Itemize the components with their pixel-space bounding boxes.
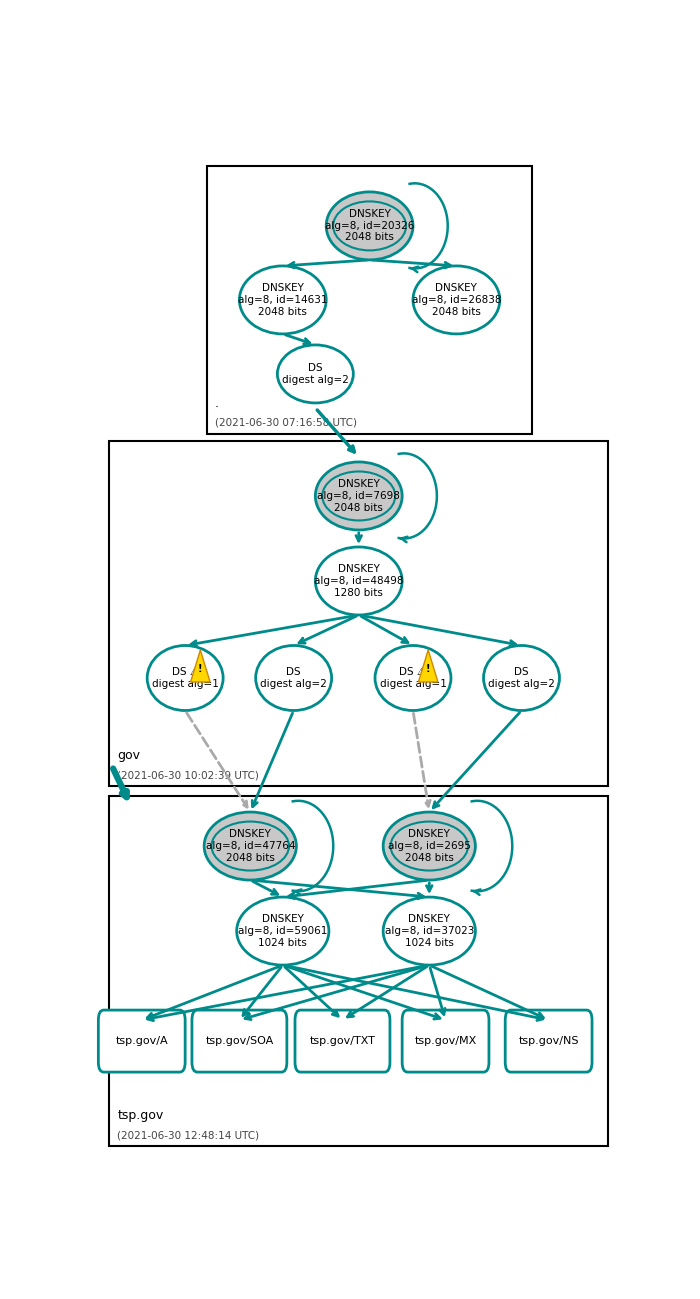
- FancyBboxPatch shape: [207, 166, 532, 434]
- Text: DNSKEY
alg=8, id=2695
2048 bits: DNSKEY alg=8, id=2695 2048 bits: [388, 830, 470, 863]
- Ellipse shape: [315, 547, 402, 614]
- Text: DNSKEY
alg=8, id=26838
2048 bits: DNSKEY alg=8, id=26838 2048 bits: [412, 283, 501, 317]
- FancyBboxPatch shape: [109, 440, 608, 786]
- Text: tsp.gov/NS: tsp.gov/NS: [519, 1037, 579, 1046]
- Polygon shape: [190, 650, 210, 682]
- Text: tsp.gov/A: tsp.gov/A: [116, 1037, 168, 1046]
- Ellipse shape: [326, 192, 413, 260]
- Text: (2021-06-30 10:02:39 UTC): (2021-06-30 10:02:39 UTC): [118, 770, 259, 779]
- Text: DS
digest alg=2: DS digest alg=2: [260, 668, 327, 688]
- FancyBboxPatch shape: [109, 796, 608, 1146]
- Text: tsp.gov/MX: tsp.gov/MX: [414, 1037, 477, 1046]
- Ellipse shape: [383, 812, 475, 879]
- Text: tsp.gov/TXT: tsp.gov/TXT: [309, 1037, 375, 1046]
- Text: DNSKEY
alg=8, id=59061
1024 bits: DNSKEY alg=8, id=59061 1024 bits: [238, 914, 328, 948]
- Text: DNSKEY
alg=8, id=14631
2048 bits: DNSKEY alg=8, id=14631 2048 bits: [238, 283, 328, 317]
- Ellipse shape: [277, 346, 354, 403]
- Text: !: !: [426, 664, 430, 674]
- FancyBboxPatch shape: [402, 1011, 489, 1072]
- Ellipse shape: [375, 646, 451, 711]
- Text: !: !: [198, 664, 202, 674]
- Text: DS
digest alg=2: DS digest alg=2: [282, 364, 349, 385]
- Text: (2021-06-30 07:16:58 UTC): (2021-06-30 07:16:58 UTC): [215, 418, 357, 427]
- Text: gov: gov: [118, 750, 140, 763]
- Text: DS
digest alg=2: DS digest alg=2: [488, 668, 555, 688]
- Ellipse shape: [484, 646, 559, 711]
- Text: DS ⚠
digest alg=1: DS ⚠ digest alg=1: [152, 668, 218, 688]
- FancyBboxPatch shape: [295, 1011, 390, 1072]
- Polygon shape: [419, 650, 438, 682]
- Text: DNSKEY
alg=8, id=47764
2048 bits: DNSKEY alg=8, id=47764 2048 bits: [206, 830, 295, 863]
- Ellipse shape: [383, 898, 475, 965]
- Ellipse shape: [315, 462, 402, 530]
- Text: tsp.gov/SOA: tsp.gov/SOA: [205, 1037, 274, 1046]
- Text: DNSKEY
alg=8, id=37023
1024 bits: DNSKEY alg=8, id=37023 1024 bits: [384, 914, 474, 948]
- Ellipse shape: [237, 898, 329, 965]
- Ellipse shape: [147, 646, 223, 711]
- FancyBboxPatch shape: [98, 1011, 185, 1072]
- Ellipse shape: [256, 646, 332, 711]
- Text: tsp.gov: tsp.gov: [118, 1109, 164, 1122]
- Text: .: .: [215, 397, 219, 410]
- Ellipse shape: [413, 266, 500, 334]
- Text: DNSKEY
alg=8, id=20326
2048 bits: DNSKEY alg=8, id=20326 2048 bits: [325, 209, 414, 243]
- FancyBboxPatch shape: [192, 1011, 287, 1072]
- Ellipse shape: [204, 812, 296, 879]
- Text: DNSKEY
alg=8, id=7698
2048 bits: DNSKEY alg=8, id=7698 2048 bits: [317, 479, 400, 513]
- FancyBboxPatch shape: [505, 1011, 592, 1072]
- Text: (2021-06-30 12:48:14 UTC): (2021-06-30 12:48:14 UTC): [118, 1130, 260, 1141]
- Text: DNSKEY
alg=8, id=48498
1280 bits: DNSKEY alg=8, id=48498 1280 bits: [314, 564, 403, 598]
- Ellipse shape: [239, 266, 326, 334]
- Text: DS ⚠
digest alg=1: DS ⚠ digest alg=1: [379, 668, 447, 688]
